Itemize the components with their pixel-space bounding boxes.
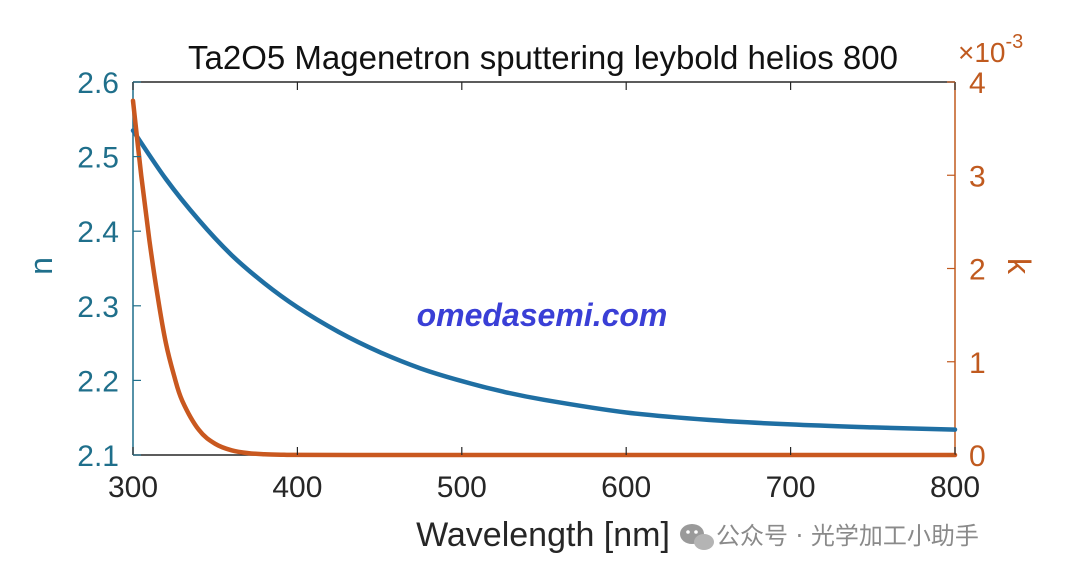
y-axis-right-label: k <box>1001 258 1037 275</box>
chart-title: Ta2O5 Magenetron sputtering leybold heli… <box>188 39 898 76</box>
y-left-tick-label: 2.1 <box>77 440 119 473</box>
y-left-tick-label: 2.6 <box>77 67 119 100</box>
x-axis-label: Wavelength [nm] <box>416 516 670 554</box>
y-right-tick-label: 1 <box>969 347 986 380</box>
y-left-tick-label: 2.5 <box>77 142 119 175</box>
y-axis-left-label: n <box>23 257 59 275</box>
footer-text: 公众号 · 光学加工小助手 <box>716 522 979 550</box>
x-tick-label: 600 <box>601 471 651 504</box>
x-tick-label: 300 <box>108 471 158 504</box>
y-left-tick-label: 2.4 <box>77 216 119 249</box>
right-axis-multiplier: ×10-3 <box>958 31 1023 68</box>
footer-brand: 公众号 · 光学加工小助手 <box>680 522 979 550</box>
series-line-k <box>130 98 958 458</box>
x-tick-label: 500 <box>437 471 487 504</box>
y-left-tick-label: 2.3 <box>77 291 119 324</box>
ticks-layer: 300 400 500 600 700 800 2.1 2.2 2.3 2.4 2.5 2.6 0 1 2 3… <box>77 67 985 504</box>
series-layer <box>130 98 958 458</box>
x-tick-label: 400 <box>272 471 322 504</box>
y-right-tick-label: 0 <box>969 440 986 473</box>
y-right-tick-label: 2 <box>969 254 986 287</box>
watermark-text: omedasemi.com <box>417 297 668 333</box>
y-left-tick-label: 2.2 <box>77 365 119 398</box>
x-tick-label: 800 <box>930 471 980 504</box>
y-right-tick-label: 4 <box>969 67 986 100</box>
x-tick-label: 700 <box>766 471 816 504</box>
y-right-tick-label: 3 <box>969 160 986 193</box>
series-line-n <box>130 128 958 432</box>
wechat-icon <box>680 524 714 550</box>
